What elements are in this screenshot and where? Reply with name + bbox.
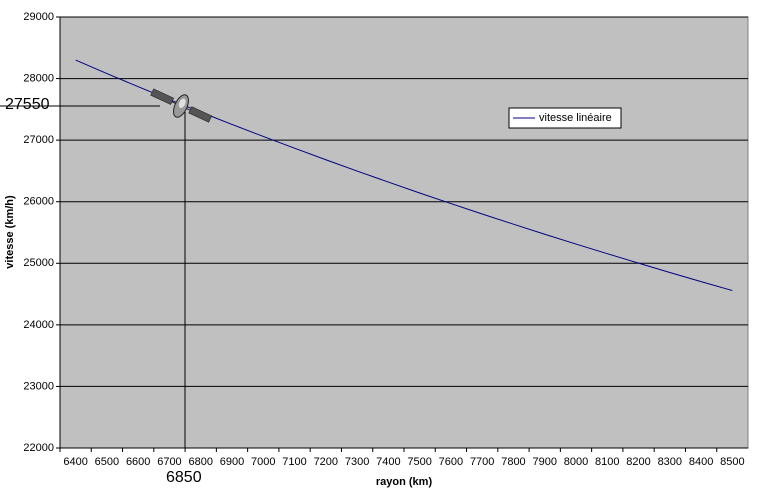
y-tick-label: 23000 [23,380,54,392]
x-tick-label: 8400 [689,456,713,468]
satellite-icon [150,88,213,123]
annotation: 27550 [5,96,50,113]
x-tick-label: 7700 [470,456,494,468]
x-tick-label: 7600 [439,456,463,468]
x-tick-label: 8200 [626,456,650,468]
x-tick-label: 7900 [532,456,556,468]
x-tick-label: 7200 [314,456,338,468]
x-tick-label: 7500 [407,456,431,468]
legend: vitesse linéaire [508,107,622,129]
y-tick-label: 27000 [23,134,54,146]
y-tick-label: 22000 [23,442,54,454]
grid [56,16,748,452]
x-tick-label: 6700 [157,456,181,468]
y-tick-label: 26000 [23,196,54,208]
x-tick-label: 7300 [345,456,369,468]
x-tick-label: 8000 [564,456,588,468]
y-axis-title: vitesse (km/h) [4,195,16,269]
x-tick-label: 8500 [720,456,744,468]
y-tick-label: 28000 [23,72,54,84]
legend-label: vitesse linéaire [539,112,612,124]
x-tick-label: 7000 [251,456,275,468]
y-tick-label: 25000 [23,257,54,269]
x-tick-label: 6600 [126,456,150,468]
x-tick-label: 6500 [95,456,119,468]
y-tick-label: 29000 [23,11,54,23]
legend-box [508,107,622,129]
plot-area [59,16,749,449]
x-tick-label: 8100 [595,456,619,468]
x-tick-label: 7400 [376,456,400,468]
x-tick-label: 7800 [501,456,525,468]
x-tick-label: 6900 [220,456,244,468]
annotation: 6850 [166,469,202,486]
x-tick-label: 6400 [63,456,87,468]
x-tick-label: 8300 [658,456,682,468]
x-tick-label: 6800 [188,456,212,468]
x-tick-label: 7100 [282,456,306,468]
y-tick-label: 24000 [23,319,54,331]
x-axis-title: rayon (km) [376,476,433,488]
